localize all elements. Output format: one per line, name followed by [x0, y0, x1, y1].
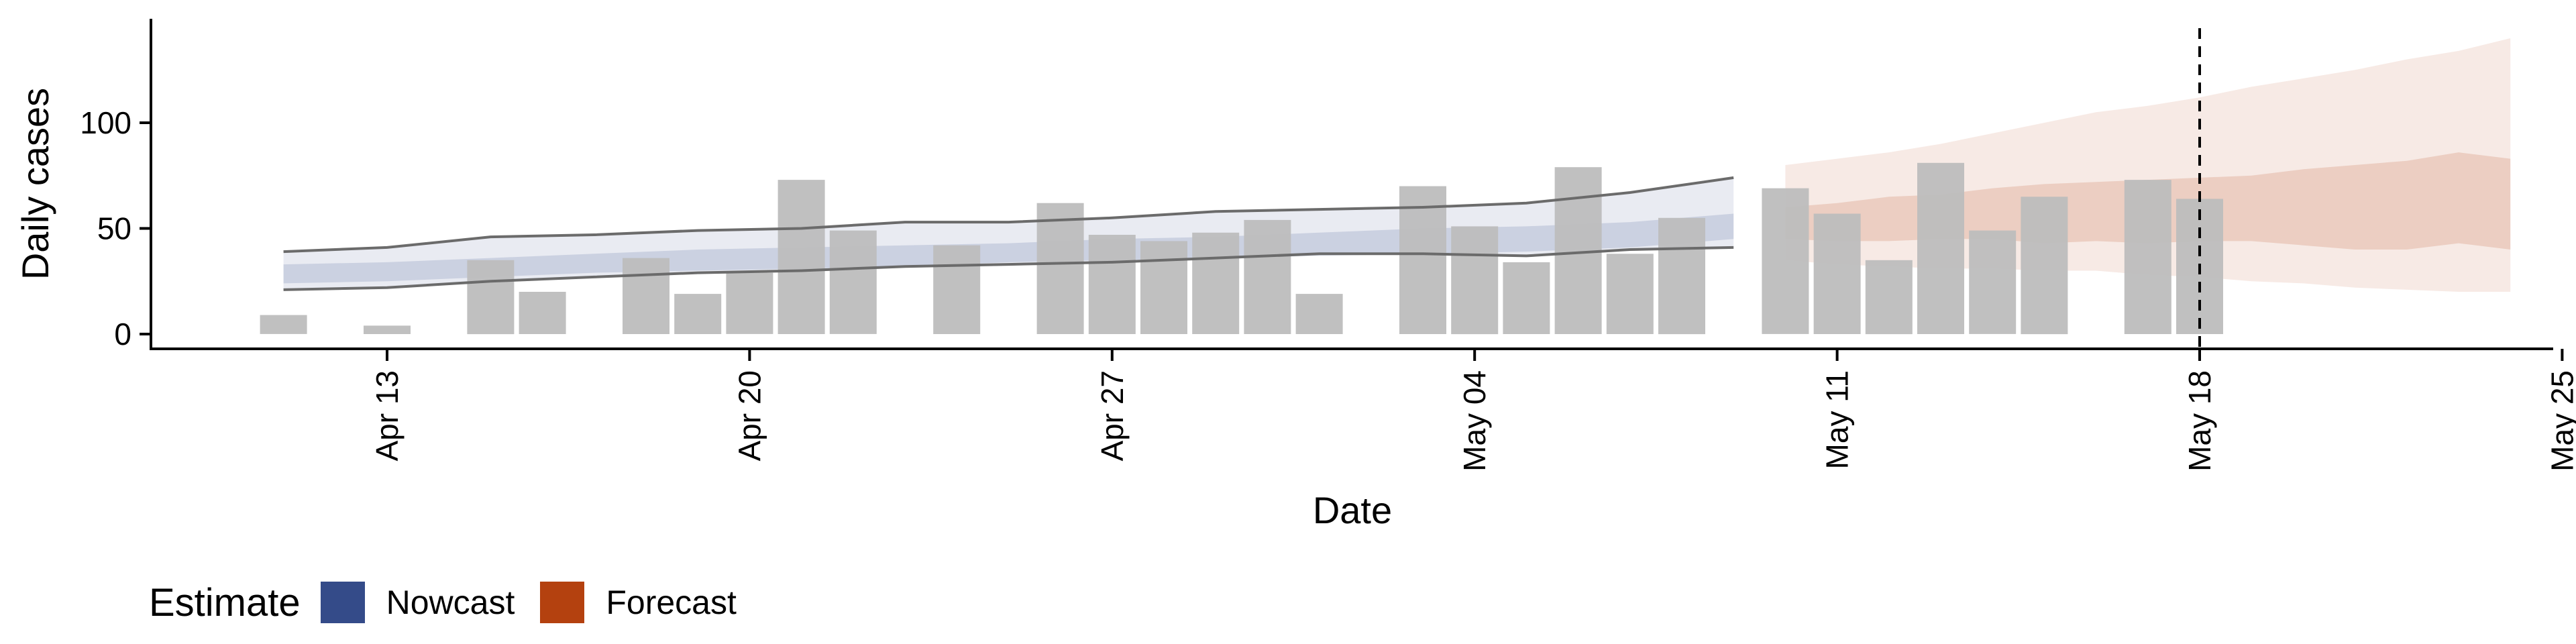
- case-bar: [777, 180, 825, 334]
- case-bar: [1917, 162, 1964, 334]
- nowcast-swatch: [320, 582, 365, 623]
- x-tick-label: May 18: [2182, 370, 2217, 472]
- case-bar: [1140, 241, 1187, 334]
- case-bar: [2124, 180, 2171, 334]
- x-tick-label: May 25: [2544, 370, 2576, 472]
- case-bar: [1658, 217, 1705, 335]
- case-bar: [1503, 262, 1550, 334]
- forecast-swatch: [540, 582, 585, 623]
- x-tick-label: May 11: [1820, 370, 1855, 469]
- case-bar: [1244, 219, 1291, 334]
- case-bar: [674, 294, 722, 334]
- case-bar: [1969, 230, 2017, 334]
- x-axis-title: Date: [1313, 489, 1392, 531]
- nowcast-lower-line: [283, 246, 1734, 291]
- y-tick-label: 50: [97, 211, 131, 246]
- case-bar: [1762, 188, 1809, 334]
- observed-cases-bars: [260, 162, 2223, 335]
- x-tick-label: Apr 20: [732, 370, 767, 462]
- case-bar: [1606, 254, 1654, 334]
- case-bar: [1451, 226, 1499, 335]
- case-bar: [1399, 186, 1446, 334]
- y-tick-label: 0: [114, 317, 131, 352]
- nowcast-bound-lines: [283, 176, 1734, 291]
- case-bar: [1036, 203, 1084, 334]
- x-tick-label: Apr 27: [1095, 370, 1130, 462]
- legend-label-forecast: Forecast: [606, 584, 737, 621]
- legend: Estimate Nowcast Forecast: [149, 576, 762, 629]
- case-bar: [467, 260, 515, 335]
- case-bar: [1813, 213, 1861, 334]
- case-bar: [933, 245, 981, 334]
- legend-label-nowcast: Nowcast: [386, 584, 515, 621]
- case-bar: [1192, 232, 1240, 334]
- y-tick-label: 100: [80, 105, 131, 140]
- case-bar: [623, 258, 669, 334]
- legend-item-nowcast: Nowcast: [320, 582, 515, 623]
- y-axis-title: Daily cases: [14, 88, 56, 280]
- case-bar: [1295, 294, 1343, 334]
- x-tick-label: Apr 13: [370, 370, 405, 462]
- case-bar: [519, 292, 566, 334]
- legend-title: Estimate: [149, 580, 301, 625]
- y-axis-ticks: 0 50 100: [80, 105, 151, 352]
- case-bar: [1088, 235, 1136, 334]
- nowcast-upper-line: [283, 176, 1734, 254]
- case-bar: [260, 315, 307, 334]
- legend-item-forecast: Forecast: [540, 582, 737, 623]
- x-tick-label: May 04: [1457, 370, 1492, 472]
- case-bar: [364, 325, 411, 334]
- case-bar: [726, 272, 773, 334]
- forecast-outer-band: [1785, 38, 2511, 292]
- case-bar: [829, 230, 877, 334]
- case-bar: [1865, 260, 1913, 335]
- x-axis-ticks: Apr 13 Apr 20 Apr 27 May 04 May 11 May 18 May …: [370, 349, 2576, 472]
- case-bar: [2021, 197, 2068, 335]
